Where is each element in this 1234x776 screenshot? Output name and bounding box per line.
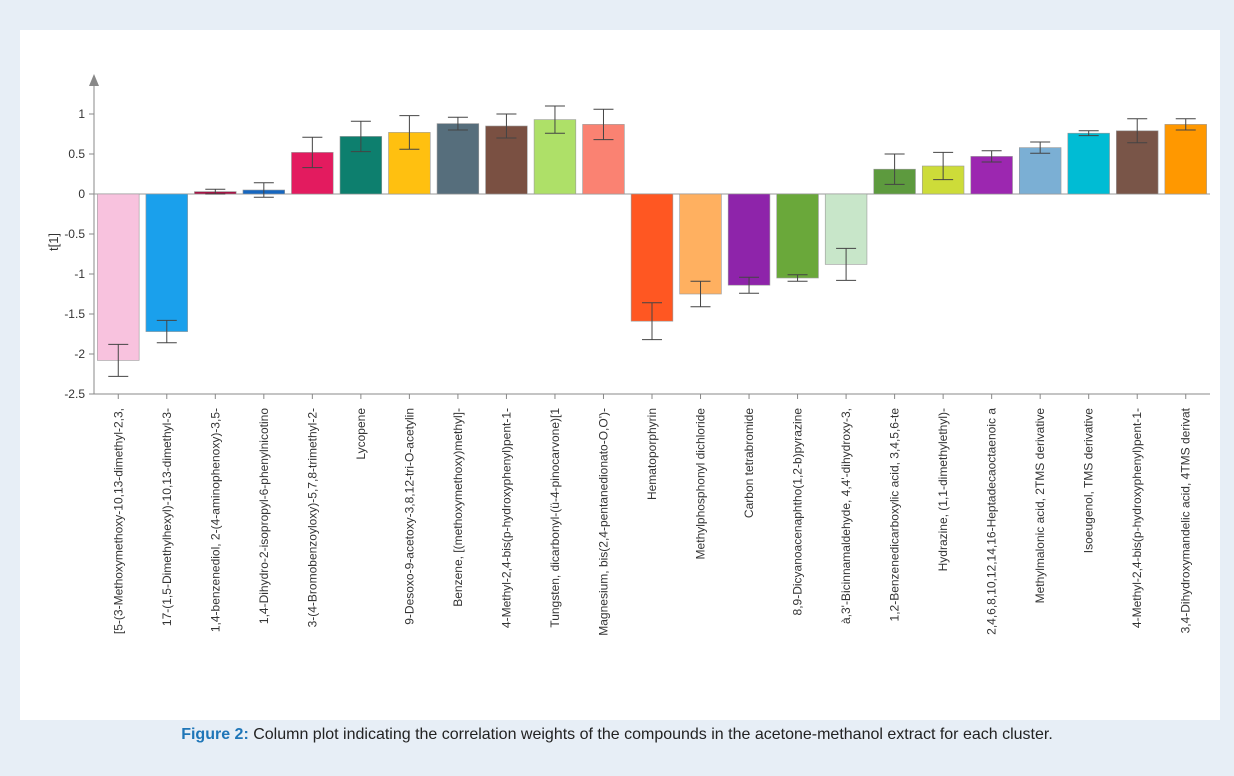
x-tick-label: Carbon tetrabromide [742,408,756,518]
y-tick-label: -1.5 [64,307,85,321]
x-tick-label: Hematoporphyrin [645,408,659,500]
x-tick-label: 3-(4-Bromobenzoyloxy)-5,7,8-trimethyl-2- [305,408,319,627]
column-chart: 1 0.5 0 -0.5 -1 -1.5 -2 -2.5 t[1] [5-(3-Methoxyme… [46,74,1210,636]
y-tick-label: 0.5 [68,147,85,161]
caption-label: Figure 2: [181,726,249,743]
bar [630,193,674,322]
x-tick-label: 3,4-Dihydroxymandelic acid, 4TMS derivat [1179,407,1193,633]
x-tick-label: Methylphosphonyl dichloride [694,408,708,560]
x-tick-label: à,3'-Bicinnamaldehyde, 4,4'-dihydroxy-3, [839,408,853,624]
y-tick-label: -2.5 [64,387,85,401]
x-tick-label: 4-Methyl-2,4-bis(p-hydroxyphenyl)pent-1- [1130,408,1144,628]
x-tick-label: Hydrazine, (1,1-dimethylethyl)- [936,408,950,571]
y-tick-label: -2 [74,347,85,361]
y-axis-label: t[1] [46,233,61,251]
x-tick-label: 17-(1,5-Dimethylhexyl)-10,13-dimethyl-3- [160,408,174,626]
x-tick-label: Lycopene [354,408,368,460]
y-tick-label: 0 [78,187,85,201]
x-tick-label: 2,4,6,8,10,12,14,16-Heptadecaoctaenoic a [985,408,999,635]
bar [1019,147,1062,195]
bar [1164,124,1207,195]
x-tick-label: Magnesium, bis(2,4-pentanedionato-O,O')- [596,408,610,636]
bar [1067,132,1110,195]
x-tick-label: 1,2-Benzenedicarboxylic acid, 3,4,5,6-te [888,408,902,622]
x-tick-label: [5-(3-Methoxymethoxy-10,13-dimethyl-2,3, [111,408,125,634]
bar [727,193,771,286]
bar [679,193,722,295]
y-tick-label: -1 [74,267,85,281]
caption-text: Column plot indicating the correlation w… [248,726,1053,743]
x-tick-label: 8,9-Dicyanoacenaphtho(1,2-b)pyrazine [791,408,805,616]
x-tick-label: Benzene, [(methoxymethoxy)methyl]- [451,408,465,607]
figure-panel: 1 0.5 0 -0.5 -1 -1.5 -2 -2.5 t[1] [5-(3-Methoxyme… [20,30,1220,720]
y-tick-label: -0.5 [64,227,85,241]
y-tick-label: 1 [78,107,85,121]
x-tick-label: 4-Methyl-2,4-bis(p-hydroxyphenyl)pent-1- [499,408,513,628]
bar [1116,130,1159,195]
x-tick-label: 9-Desoxo-9-acetoxy-3,8,12-tri-O-acetylin [402,408,416,625]
x-tick-label: 1,4-benzenediol, 2-(4-aminophenoxy)-3,5- [208,408,222,632]
bar [776,193,819,279]
x-tick-label: Isoeugenol, TMS derivative [1082,408,1096,554]
x-tick-label: Methylmalonic acid, 2TMS derivative [1033,408,1047,604]
bar [436,123,480,195]
bar [97,193,140,361]
figure-caption: Figure 2: Column plot indicating the cor… [0,726,1234,744]
x-tick-label: Tungsten, dicarbonyl-(ü-4-pinocarvone)[1 [548,408,562,628]
x-tick-label: 1,4-Dihydro-2-isopropyl-6-phenylnicotino [257,408,271,624]
y-axis-arrow [89,74,99,86]
bar [145,193,188,332]
